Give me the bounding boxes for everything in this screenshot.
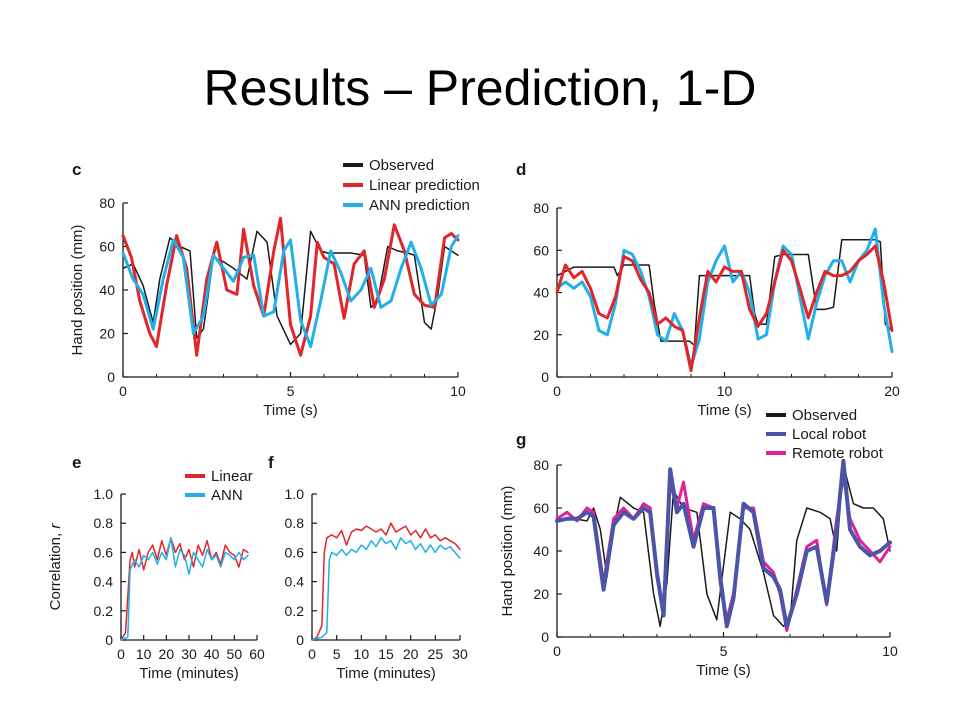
legend: Observed Local robot Remote robot <box>766 407 884 462</box>
x-tick-label: 0 <box>117 646 125 662</box>
legend-label: Observed <box>792 407 857 424</box>
y-tick-label: 20 <box>99 326 115 342</box>
y-tick-label: 0 <box>296 632 304 648</box>
y-tick-label: 0 <box>541 369 549 385</box>
y-axis-label: Correlation, r <box>47 523 64 611</box>
y-tick-label: 1.0 <box>94 486 114 502</box>
x-axis-label: Time (s) <box>263 402 317 419</box>
y-tick-label: 0.6 <box>94 544 114 560</box>
x-axis-label: Time (s) <box>696 662 750 679</box>
x-tick-label: 20 <box>884 383 900 399</box>
series-line-linear <box>120 537 249 641</box>
y-axis-label-symbol: r <box>47 523 64 529</box>
y-tick-label: 40 <box>533 543 549 559</box>
y-tick-label: 0.6 <box>285 544 305 560</box>
y-tick-label: 20 <box>533 586 549 602</box>
y-tick-label: 0.2 <box>94 603 114 619</box>
legend: Linear ANN <box>185 468 253 504</box>
x-tick-label: 10 <box>354 646 370 662</box>
x-tick-label: 0 <box>553 643 561 659</box>
slide-title: Results – Prediction, 1-D <box>203 60 757 116</box>
x-tick-label: 10 <box>450 383 466 399</box>
x-tick-label: 5 <box>333 646 341 662</box>
x-tick-label: 25 <box>428 646 444 662</box>
x-tick-label: 0 <box>553 383 561 399</box>
panel-letter: f <box>268 453 274 472</box>
y-tick-label: 0.4 <box>94 574 114 590</box>
series-line-ann <box>311 537 461 641</box>
y-tick-label: 0 <box>105 632 113 648</box>
y-tick-label: 80 <box>99 195 115 211</box>
y-tick-label: 0.8 <box>285 515 305 531</box>
x-tick-label: 10 <box>136 646 152 662</box>
legend: Observed Linear prediction ANN prediction <box>343 157 480 214</box>
x-axis-label: Time (minutes) <box>336 665 435 682</box>
panel-letter: e <box>72 453 81 472</box>
y-tick-label: 0.2 <box>285 603 305 619</box>
series-line-ann-prediction <box>121 234 460 349</box>
panel-c: c 0 20 40 60 80 0 5 10 Time (s) Hand position (mm)… <box>69 157 480 419</box>
y-tick-label: 40 <box>533 285 549 301</box>
legend-label: Local robot <box>792 426 867 443</box>
y-tick-label: 60 <box>533 500 549 516</box>
x-tick-label: 30 <box>452 646 468 662</box>
y-tick-label: 0 <box>541 629 549 645</box>
series-line-linear <box>555 244 894 373</box>
series-line-ann <box>555 227 894 368</box>
y-tick-label: 60 <box>533 242 549 258</box>
x-tick-label: 50 <box>227 646 243 662</box>
panel-d: d 0 20 40 60 80 0 10 20 Time (s) <box>516 160 900 419</box>
y-tick-label: 1.0 <box>285 486 305 502</box>
legend-label: Linear <box>211 468 253 485</box>
y-axis-label: Hand position (mm) <box>499 486 516 617</box>
x-tick-label: 20 <box>403 646 419 662</box>
y-tick-label: 40 <box>99 282 115 298</box>
x-tick-label: 0 <box>308 646 316 662</box>
x-axis-label: Time (s) <box>697 402 751 419</box>
y-tick-label: 80 <box>533 200 549 216</box>
x-tick-label: 10 <box>882 643 898 659</box>
y-tick-label: 80 <box>533 457 549 473</box>
y-tick-label: 0.4 <box>285 574 305 590</box>
legend-label: Remote robot <box>792 445 884 462</box>
x-tick-label: 15 <box>378 646 394 662</box>
series-line-ann <box>120 537 249 641</box>
y-tick-label: 20 <box>533 327 549 343</box>
x-tick-label: 10 <box>717 383 733 399</box>
series-line-linear-prediction <box>121 216 460 357</box>
panel-letter: d <box>516 160 526 179</box>
y-axis-label: Hand position (mm) <box>69 225 86 356</box>
y-tick-label: 0.8 <box>94 515 114 531</box>
series-line-linear <box>311 522 461 641</box>
legend-label: Observed <box>369 157 434 174</box>
x-tick-label: 5 <box>720 643 728 659</box>
x-tick-label: 60 <box>249 646 265 662</box>
x-tick-label: 40 <box>204 646 220 662</box>
x-tick-label: 20 <box>159 646 175 662</box>
legend-label: ANN prediction <box>369 197 470 214</box>
series-line-local-robot <box>555 458 892 629</box>
panel-g: g 0 20 40 60 80 0 5 10 Time (s) Hand position (mm)… <box>499 407 898 679</box>
x-tick-label: 0 <box>119 383 127 399</box>
panel-e: e 0 0.2 0.4 0.6 0.8 1.0 0 10 20 30 40 50 60 Time (minu… <box>47 453 265 682</box>
x-tick-label: 5 <box>287 383 295 399</box>
panel-f: f 0 0.2 0.4 0.6 0.8 1.0 0 5 10 15 20 25 30 Time (minut… <box>268 453 468 682</box>
x-tick-label: 30 <box>181 646 197 662</box>
x-axis-label: Time (minutes) <box>139 665 238 682</box>
panel-letter: g <box>516 430 526 449</box>
y-tick-label: 0 <box>107 369 115 385</box>
legend-label: ANN <box>211 487 243 504</box>
legend-label: Linear prediction <box>369 177 480 194</box>
y-tick-label: 60 <box>99 239 115 255</box>
panel-letter: c <box>72 160 81 179</box>
